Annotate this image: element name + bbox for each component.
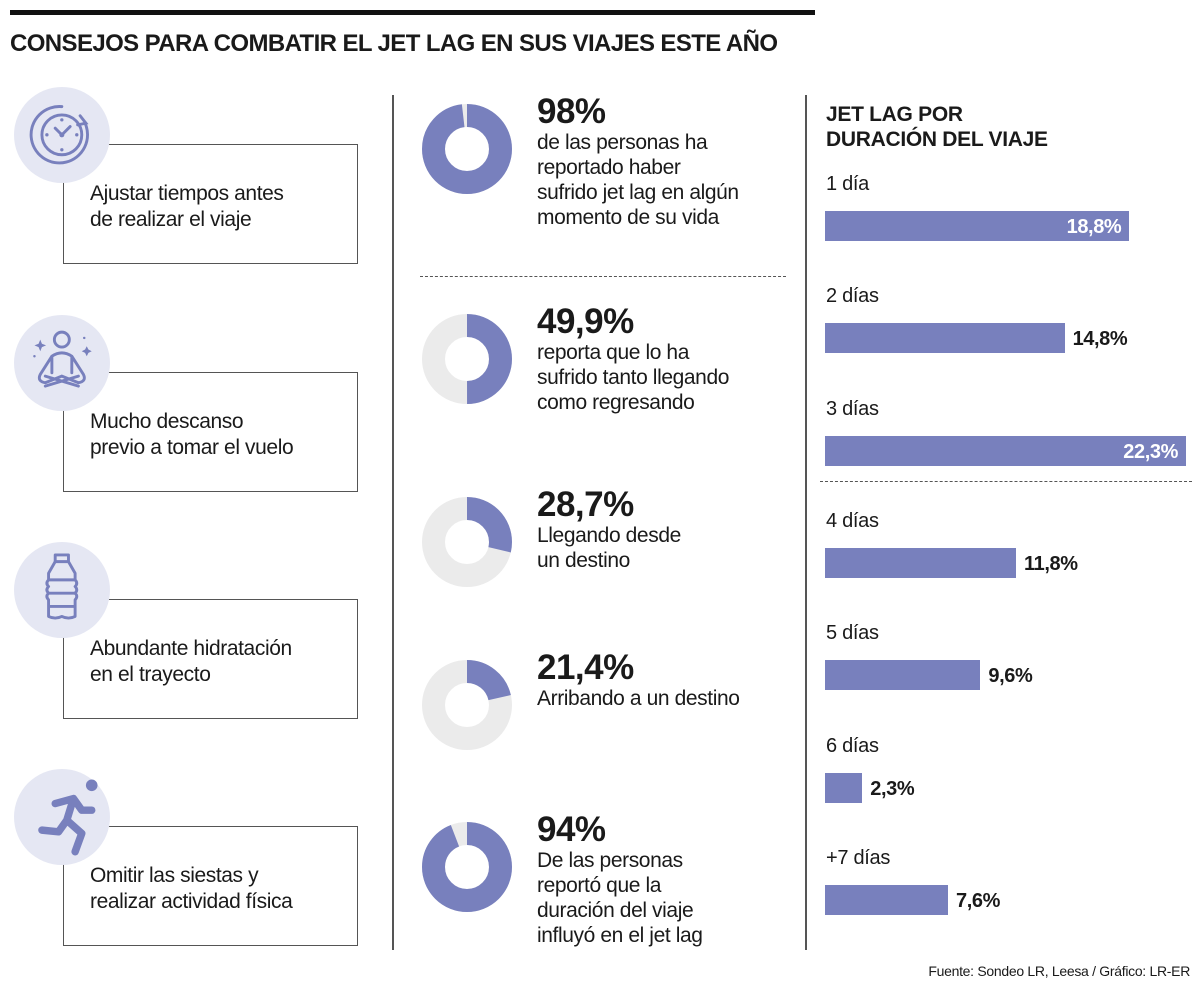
- divider: [392, 95, 394, 950]
- bar-value-label: 22,3%: [1123, 440, 1178, 463]
- bar-value-label: 9,6%: [988, 665, 1033, 688]
- stat-description-line: como regresando: [537, 391, 695, 414]
- stat-value: 28,7%: [537, 485, 634, 524]
- stat-description-line: Arribando a un destino: [537, 687, 740, 710]
- stat-description: Arribando a un destino: [537, 686, 740, 711]
- bar-value-label: 18,8%: [1066, 216, 1122, 238]
- tip-card: Abundante hidratación en el trayecto: [63, 599, 358, 719]
- bar: [825, 547, 1017, 578]
- stat-description: de las personas ha reportado haber sufrido…: [537, 130, 739, 230]
- chart-title: JET LAG POR DURACIÓN DEL VIAJE: [826, 102, 1048, 152]
- donut-segment: [422, 660, 512, 750]
- bar: [825, 323, 1065, 354]
- bar: [825, 211, 1130, 241]
- donut-chart: [422, 822, 512, 912]
- stat-description-line: un destino: [537, 549, 630, 572]
- stat-description-line: reportó que la: [537, 874, 661, 897]
- top-rule: [10, 10, 815, 15]
- stat-description-line: momento de su vida: [537, 206, 719, 229]
- tip-text-line: realizar actividad física: [90, 890, 293, 913]
- donut-segment: [422, 497, 512, 587]
- tip-text-line: Omitir las siestas y: [90, 864, 259, 887]
- bar: [825, 435, 1186, 466]
- tip-card: Ajustar tiempos antes de realizar el viaj…: [63, 144, 358, 264]
- water-bottle-icon: [14, 542, 110, 638]
- bar-value-label: 7,6%: [956, 889, 1001, 912]
- tip-text: Ajustar tiempos antes de realizar el viaj…: [90, 181, 284, 233]
- tip-text: Abundante hidratación en el trayecto: [90, 636, 292, 688]
- stat-description-line: de las personas ha: [537, 131, 708, 154]
- stat-value: 94%: [537, 810, 606, 849]
- bar-category-label: 5 días: [826, 622, 879, 645]
- bar: [825, 772, 863, 803]
- tip-text: Omitir las siestas y realizar actividad f…: [90, 863, 293, 915]
- bar-value-label: 2,3%: [870, 777, 915, 800]
- tip-card: Mucho descanso previo a tomar el vuelo: [63, 372, 358, 492]
- stat-description: reporta que lo ha sufrido tanto llegando c…: [537, 340, 729, 415]
- source-footer: Fuente: Sondeo LR, Leesa / Gráfico: LR-E…: [928, 963, 1190, 979]
- tip-text-line: previo a tomar el vuelo: [90, 436, 294, 459]
- stat-value: 49,9%: [537, 302, 634, 341]
- donut-chart: [422, 660, 512, 750]
- tip-card: Omitir las siestas y realizar actividad f…: [63, 826, 358, 946]
- bar-value-label: 14,8%: [1072, 328, 1128, 351]
- bar-value-label: 11,8%: [1024, 552, 1078, 575]
- bar-category-label: 4 días: [826, 509, 879, 532]
- tip-text-line: Mucho descanso: [90, 410, 244, 433]
- dashed-divider: [420, 276, 786, 277]
- bar-category-label: 1 día: [826, 173, 869, 195]
- bar-category-label: 2 días: [826, 285, 879, 308]
- donut-segment: [422, 104, 512, 194]
- clock-refresh-icon: [14, 87, 110, 183]
- running-person-icon: [14, 769, 110, 865]
- bar: [825, 884, 949, 915]
- page-title: CONSEJOS PARA COMBATIR EL JET LAG EN SUS…: [10, 30, 778, 57]
- stat-description-line: De las personas: [537, 849, 683, 872]
- tip-text-line: en el trayecto: [90, 663, 211, 686]
- dashed-divider: [820, 481, 1192, 482]
- meditation-icon: [14, 315, 110, 411]
- divider: [805, 95, 807, 950]
- stat-description: De las personas reportó que la duración de…: [537, 848, 703, 948]
- bar-category-label: 3 días: [826, 397, 879, 420]
- donut-chart: [422, 497, 512, 587]
- tip-text-line: Abundante hidratación: [90, 637, 292, 660]
- bar-category-label: +7 días: [826, 846, 891, 869]
- stat-description-line: sufrido tanto llegando: [537, 366, 730, 389]
- stat-description-line: Llegando desde: [537, 524, 681, 547]
- tip-text: Mucho descanso previo a tomar el vuelo: [90, 409, 294, 461]
- stat-description-line: reportado haber: [537, 156, 681, 179]
- donut-segment: [422, 314, 512, 404]
- chart-title-line: JET LAG POR: [826, 103, 963, 126]
- stat-value: 98%: [537, 92, 606, 131]
- tip-text-line: de realizar el viaje: [90, 208, 252, 231]
- bar: [825, 660, 981, 691]
- donut-chart: [422, 314, 512, 404]
- stat-description-line: reporta que lo ha: [537, 341, 689, 364]
- stat-description-line: influyó en el jet lag: [537, 924, 703, 947]
- tip-text-line: Ajustar tiempos antes: [90, 182, 284, 205]
- bar-category-label: 6 días: [826, 734, 879, 757]
- stat-description-line: duración del viaje: [537, 899, 694, 922]
- stat-description: Llegando desde un destino: [537, 523, 681, 573]
- stat-description-line: sufrido jet lag en algún: [537, 181, 739, 204]
- donut-segment: [422, 822, 512, 912]
- stat-value: 21,4%: [537, 648, 634, 687]
- chart-title-line: DURACIÓN DEL VIAJE: [826, 128, 1048, 151]
- donut-chart: [422, 104, 512, 194]
